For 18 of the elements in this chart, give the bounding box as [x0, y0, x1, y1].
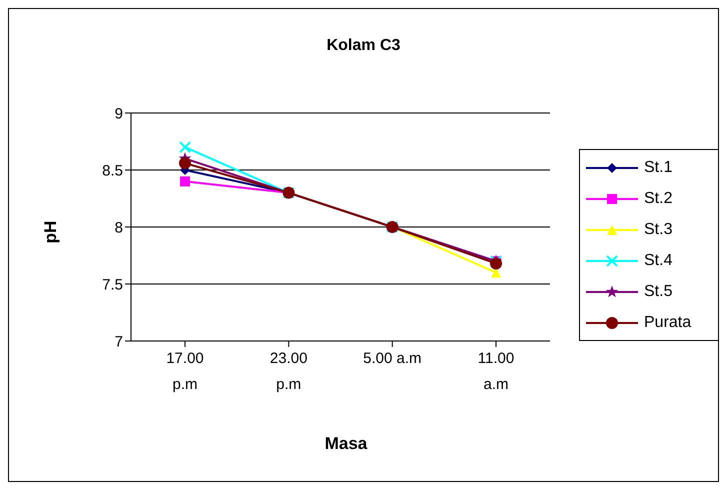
- legend-label: St.5: [644, 282, 672, 300]
- x-tick-label: 11.00 a.m: [478, 350, 514, 393]
- legend-label: Purata: [644, 314, 692, 332]
- y-axis-title: pH: [41, 220, 61, 244]
- chart-title: Kolam C3: [326, 37, 402, 55]
- y-tick-label: 9: [114, 105, 123, 122]
- legend-label: St.3: [644, 220, 672, 238]
- y-tick-label: 7: [114, 333, 123, 350]
- legend-label: St.4: [644, 252, 672, 270]
- y-tick-label: 7.5: [102, 276, 123, 294]
- x-tick-label: 17.00 p.m: [166, 350, 204, 393]
- x-axis-title: Masa: [324, 434, 368, 454]
- y-tick-label: 8: [114, 219, 123, 236]
- y-tick-label: 8.5: [102, 162, 123, 180]
- x-tick-label: 23.00 p.m: [270, 350, 308, 393]
- legend-label: St.1: [644, 158, 672, 176]
- x-tick-label: 5.00 a.m: [363, 350, 422, 367]
- legend-label: St.2: [644, 190, 672, 208]
